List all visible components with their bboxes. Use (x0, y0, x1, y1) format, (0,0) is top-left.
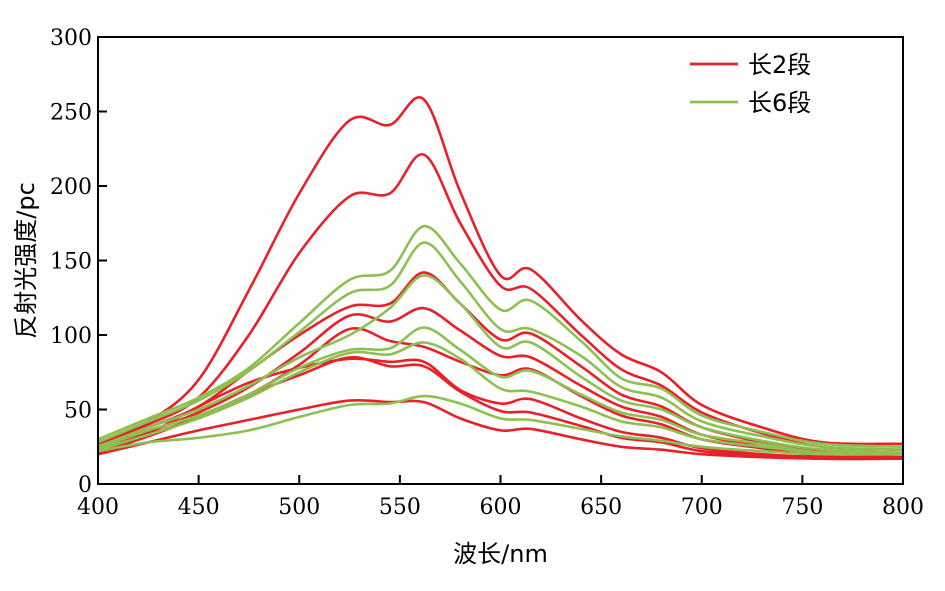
x-tick-label: 550 (379, 495, 421, 520)
x-tick-label: 400 (77, 495, 119, 520)
y-tick-label: 100 (50, 324, 92, 349)
series-line-duan6 (97, 341, 904, 456)
y-tick-label: 150 (50, 250, 92, 275)
x-tick-label: 700 (681, 495, 723, 520)
series-line-duan2 (97, 357, 904, 460)
y-axis-ticks: 0 50 100 150 200 250 300 (50, 26, 107, 498)
y-tick-label: 300 (50, 26, 92, 51)
y-tick-label: 200 (50, 175, 92, 200)
series-line-duan2 (97, 153, 904, 451)
x-axis-ticks: 400 450 500 550 600 650 700 750 800 (77, 475, 924, 520)
series-line-duan6 (97, 274, 904, 454)
series-line-duan6 (97, 224, 904, 449)
x-tick-label: 750 (781, 495, 823, 520)
series-line-duan6 (97, 326, 904, 456)
series-line-duan6 (97, 394, 904, 456)
y-tick-label: 0 (78, 473, 92, 498)
legend-label: 长6段 (748, 89, 811, 117)
legend-label: 长2段 (748, 51, 811, 79)
y-tick-label: 50 (64, 399, 92, 424)
x-tick-label: 450 (178, 495, 220, 520)
x-tick-label: 800 (882, 495, 924, 520)
series-lines (97, 96, 904, 461)
y-tick-label: 250 (50, 101, 92, 126)
series-line-duan6 (97, 241, 904, 451)
x-tick-label: 500 (278, 495, 320, 520)
x-tick-label: 600 (480, 495, 522, 520)
x-axis-title: 波长/nm (453, 540, 548, 568)
x-tick-label: 650 (580, 495, 622, 520)
series-line-duan2 (97, 398, 904, 461)
y-axis-title: 反射光强度/pc (12, 182, 40, 339)
series-line-duan2 (97, 96, 904, 446)
